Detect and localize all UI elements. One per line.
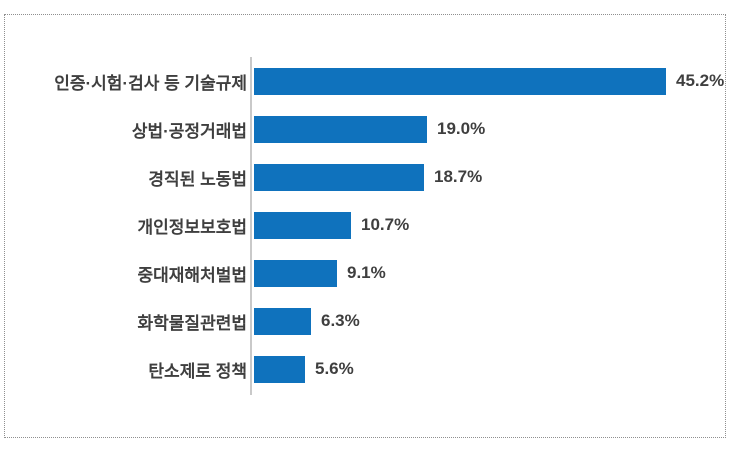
chart-frame: 인증·시험·검사 등 기술규제 45.2% 상법·공정거래법 19.0% 경직된 노동법… — [4, 14, 726, 438]
bar-row: 인증·시험·검사 등 기술규제 45.2% — [5, 57, 725, 105]
bar-zone: 18.7% — [254, 153, 482, 201]
bar-zone: 10.7% — [254, 201, 409, 249]
bar — [254, 163, 424, 191]
bar — [254, 67, 666, 95]
value-label: 45.2% — [676, 71, 725, 90]
bar-zone: 5.6% — [254, 345, 354, 393]
category-label: 중대재해처벌법 — [137, 265, 247, 285]
bar-zone: 6.3% — [254, 297, 360, 345]
bar — [254, 355, 305, 383]
bar-zone: 45.2% — [254, 57, 724, 105]
bar-rows: 인증·시험·검사 등 기술규제 45.2% 상법·공정거래법 19.0% 경직된 노동법… — [5, 57, 725, 393]
bar-zone: 19.0% — [254, 105, 485, 153]
bar — [254, 115, 427, 143]
category-label: 상법·공정거래법 — [131, 121, 247, 141]
value-label: 18.7% — [434, 167, 483, 186]
bar-row: 탄소제로 정책 5.6% — [5, 345, 725, 393]
bar-row: 상법·공정거래법 19.0% — [5, 105, 725, 153]
category-label: 인증·시험·검사 등 기술규제 — [54, 73, 247, 93]
value-label: 9.1% — [347, 263, 386, 282]
category-label: 경직된 노동법 — [148, 169, 247, 189]
bar-row: 개인정보보호법 10.7% — [5, 201, 725, 249]
bar-row: 중대재해처벌법 9.1% — [5, 249, 725, 297]
value-label: 10.7% — [361, 215, 410, 234]
bar-zone: 9.1% — [254, 249, 386, 297]
bar — [254, 307, 311, 335]
value-label: 6.3% — [321, 311, 360, 330]
bar — [254, 259, 337, 287]
value-label: 19.0% — [437, 119, 486, 138]
category-label: 화학물질관련법 — [137, 313, 247, 333]
value-label: 5.6% — [315, 359, 354, 378]
y-axis-line — [250, 57, 252, 395]
bar — [254, 211, 351, 239]
bar-row: 경직된 노동법 18.7% — [5, 153, 725, 201]
category-label: 탄소제로 정책 — [148, 361, 247, 381]
bar-row: 화학물질관련법 6.3% — [5, 297, 725, 345]
category-label: 개인정보보호법 — [137, 217, 247, 237]
